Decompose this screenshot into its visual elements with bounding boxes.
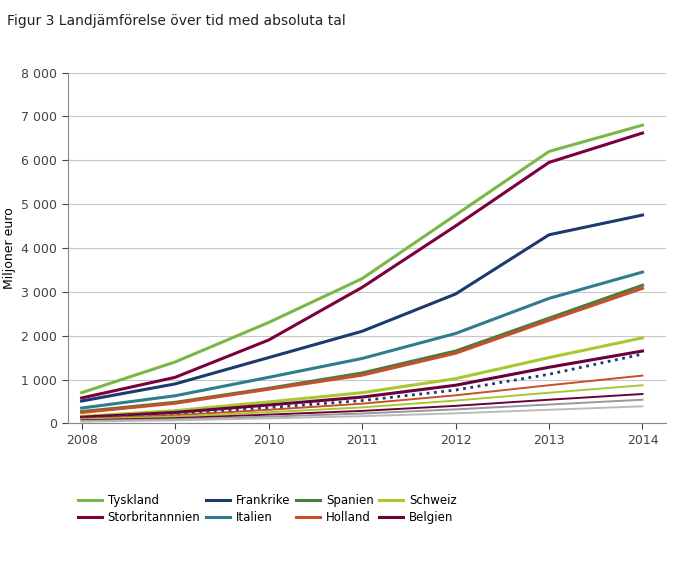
- Text: Figur 3 Landjämförelse över tid med absoluta tal: Figur 3 Landjämförelse över tid med abso…: [7, 14, 345, 28]
- Y-axis label: Miljoner euro: Miljoner euro: [3, 207, 16, 289]
- Legend: Tyskland, Storbritannnien, Frankrike, Italien, Spanien, Holland, Schweiz, Belgie: Tyskland, Storbritannnien, Frankrike, It…: [74, 489, 462, 529]
